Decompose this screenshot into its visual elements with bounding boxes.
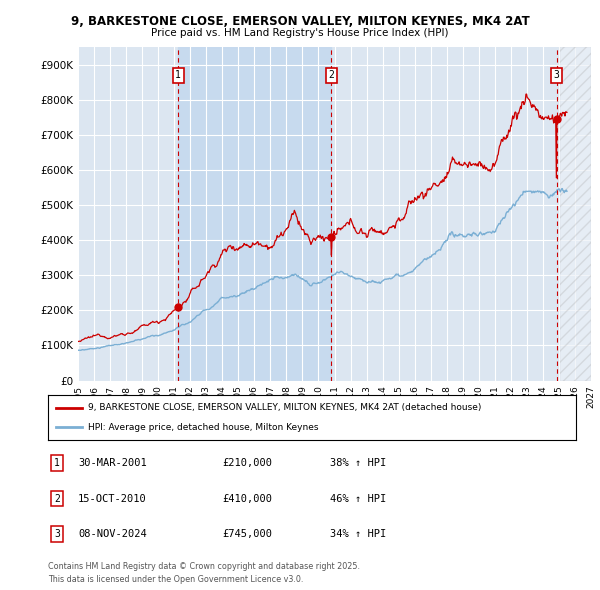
Text: 1: 1 (175, 70, 181, 80)
Text: £210,000: £210,000 (222, 458, 272, 468)
Text: 30-MAR-2001: 30-MAR-2001 (78, 458, 147, 468)
Text: 38% ↑ HPI: 38% ↑ HPI (330, 458, 386, 468)
Text: £410,000: £410,000 (222, 494, 272, 503)
Text: 08-NOV-2024: 08-NOV-2024 (78, 529, 147, 539)
Bar (178, 47, 331, 381)
Text: 34% ↑ HPI: 34% ↑ HPI (330, 529, 386, 539)
Text: £745,000: £745,000 (222, 529, 272, 539)
Text: 46% ↑ HPI: 46% ↑ HPI (330, 494, 386, 503)
Text: HPI: Average price, detached house, Milton Keynes: HPI: Average price, detached house, Milt… (88, 422, 318, 432)
Text: 3: 3 (554, 70, 560, 80)
Bar (560, 47, 591, 381)
Text: 2: 2 (54, 494, 60, 503)
Text: 1: 1 (54, 458, 60, 468)
Text: 9, BARKESTONE CLOSE, EMERSON VALLEY, MILTON KEYNES, MK4 2AT: 9, BARKESTONE CLOSE, EMERSON VALLEY, MIL… (71, 15, 529, 28)
Text: 3: 3 (54, 529, 60, 539)
Text: Price paid vs. HM Land Registry's House Price Index (HPI): Price paid vs. HM Land Registry's House … (151, 28, 449, 38)
Text: 2: 2 (328, 70, 334, 80)
Text: Contains HM Land Registry data © Crown copyright and database right 2025.: Contains HM Land Registry data © Crown c… (48, 562, 360, 571)
Text: This data is licensed under the Open Government Licence v3.0.: This data is licensed under the Open Gov… (48, 575, 304, 584)
Text: 15-OCT-2010: 15-OCT-2010 (78, 494, 147, 503)
Bar (560, 47, 591, 381)
Text: 9, BARKESTONE CLOSE, EMERSON VALLEY, MILTON KEYNES, MK4 2AT (detached house): 9, BARKESTONE CLOSE, EMERSON VALLEY, MIL… (88, 403, 481, 412)
